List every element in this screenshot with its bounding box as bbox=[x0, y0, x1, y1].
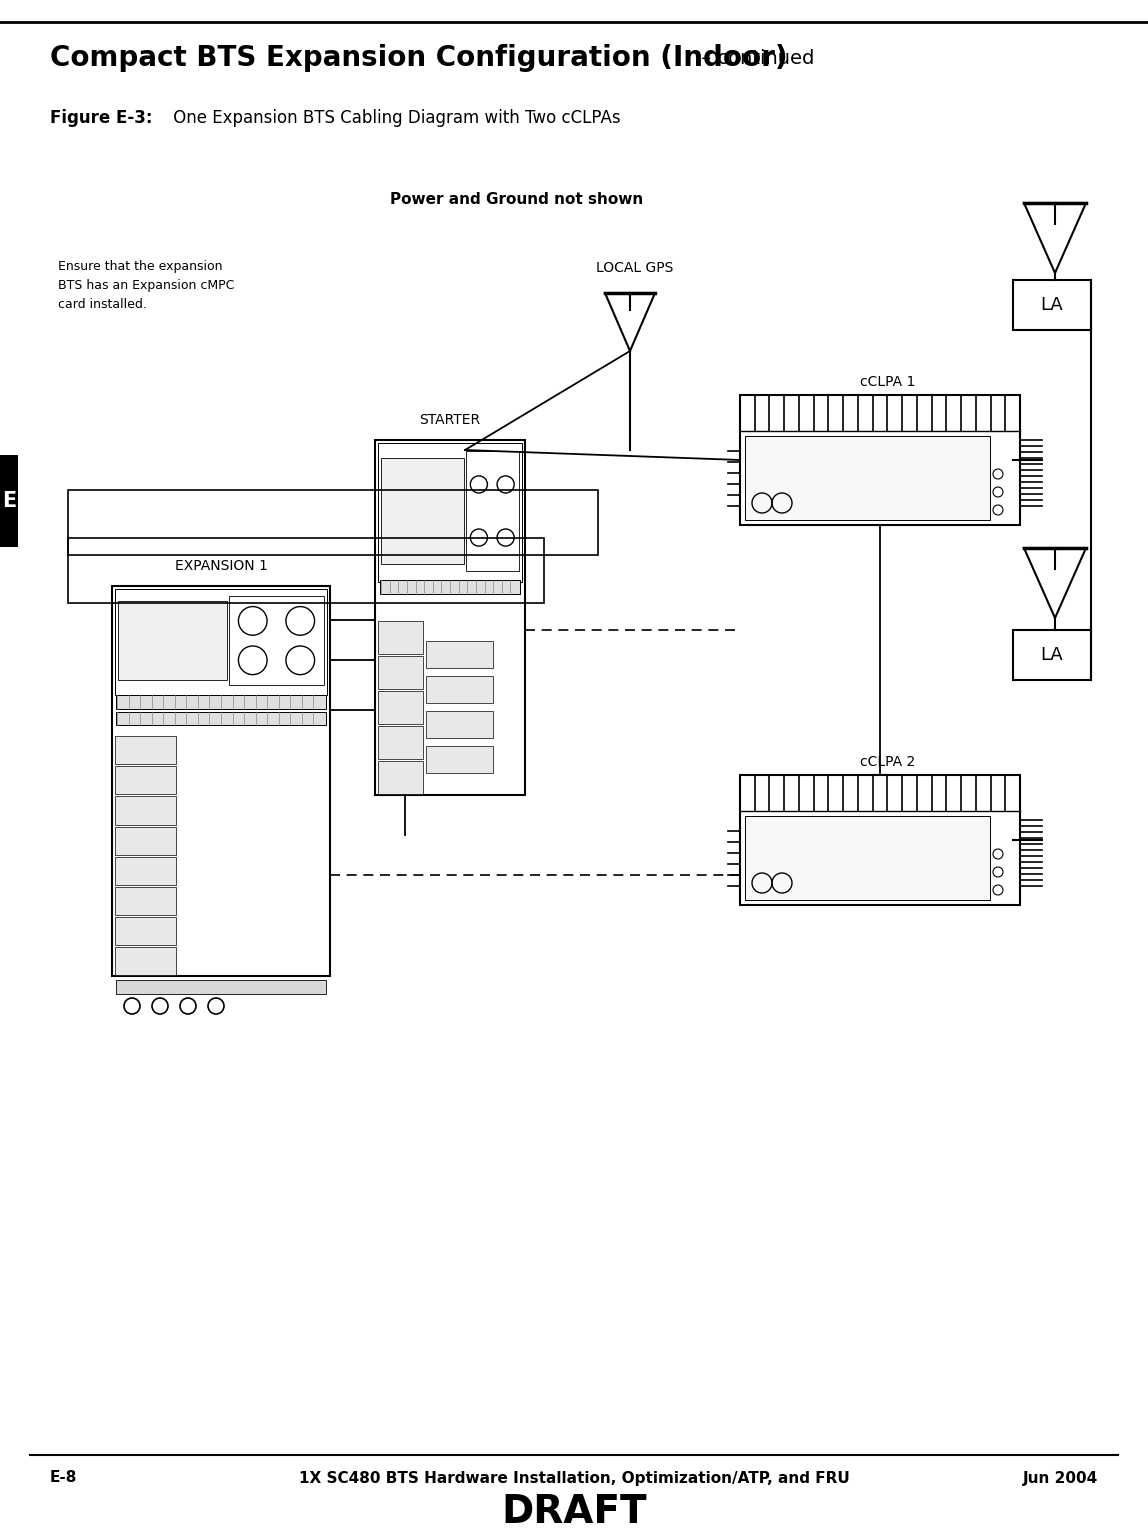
Bar bbox=[426, 640, 492, 668]
Bar bbox=[378, 760, 422, 794]
Text: Power and Ground not shown: Power and Ground not shown bbox=[390, 192, 643, 208]
Bar bbox=[1013, 629, 1091, 680]
Bar bbox=[381, 457, 464, 565]
Text: DRAFT: DRAFT bbox=[502, 1493, 646, 1531]
Bar bbox=[118, 602, 227, 680]
Bar bbox=[116, 713, 326, 725]
Text: LA: LA bbox=[1040, 295, 1063, 314]
Bar bbox=[740, 396, 1021, 525]
Bar bbox=[378, 656, 422, 689]
Bar bbox=[465, 451, 519, 571]
Bar bbox=[115, 589, 327, 696]
Text: Compact BTS Expansion Configuration (Indoor): Compact BTS Expansion Configuration (Ind… bbox=[51, 45, 788, 72]
Bar bbox=[378, 691, 422, 723]
Bar bbox=[378, 726, 422, 759]
Text: E-8: E-8 bbox=[51, 1470, 77, 1485]
Bar bbox=[426, 711, 492, 737]
Bar bbox=[378, 622, 422, 654]
Bar bbox=[115, 946, 176, 976]
Bar bbox=[115, 857, 176, 885]
Text: – continued: – continued bbox=[695, 49, 814, 68]
Bar bbox=[426, 676, 492, 702]
Bar bbox=[1013, 280, 1091, 329]
Bar bbox=[115, 736, 176, 765]
Bar bbox=[0, 456, 18, 546]
Bar bbox=[228, 596, 324, 685]
Text: cCLPA 1: cCLPA 1 bbox=[860, 376, 915, 389]
Text: EXPANSION 1: EXPANSION 1 bbox=[174, 559, 267, 573]
Text: LOCAL GPS: LOCAL GPS bbox=[596, 262, 674, 275]
Text: 1X SC480 BTS Hardware Installation, Optimization/ATP, and FRU: 1X SC480 BTS Hardware Installation, Opti… bbox=[298, 1470, 850, 1485]
Bar bbox=[115, 826, 176, 854]
Bar bbox=[115, 886, 176, 914]
Bar bbox=[68, 489, 598, 556]
Text: Figure E-3:: Figure E-3: bbox=[51, 109, 153, 128]
Bar bbox=[116, 696, 326, 709]
Bar bbox=[378, 443, 522, 582]
Bar bbox=[745, 816, 990, 900]
Text: cCLPA 2: cCLPA 2 bbox=[860, 756, 915, 770]
Bar bbox=[375, 440, 525, 796]
Bar bbox=[745, 436, 990, 520]
Bar bbox=[740, 776, 1021, 905]
Text: Jun 2004: Jun 2004 bbox=[1023, 1470, 1097, 1485]
Bar bbox=[113, 586, 329, 976]
Bar bbox=[115, 766, 176, 794]
Text: Ensure that the expansion
BTS has an Expansion cMPC
card installed.: Ensure that the expansion BTS has an Exp… bbox=[59, 260, 234, 311]
Bar bbox=[115, 917, 176, 945]
Text: E: E bbox=[2, 491, 16, 511]
Bar bbox=[115, 796, 176, 825]
Bar bbox=[380, 580, 520, 594]
Bar bbox=[426, 745, 492, 773]
Bar bbox=[116, 980, 326, 994]
Bar bbox=[68, 539, 544, 603]
Text: LA: LA bbox=[1040, 646, 1063, 663]
Text: One Expansion BTS Cabling Diagram with Two cCLPAs: One Expansion BTS Cabling Diagram with T… bbox=[168, 109, 621, 128]
Text: STARTER: STARTER bbox=[419, 412, 481, 426]
